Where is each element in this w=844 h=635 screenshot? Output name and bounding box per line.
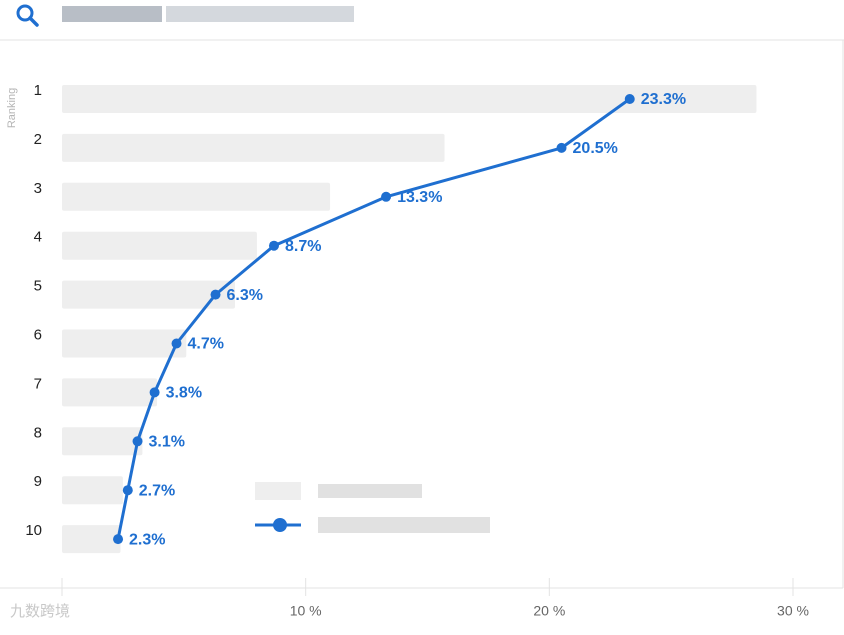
data-label: 3.1% xyxy=(149,434,185,451)
y-tick-label: 6 xyxy=(34,326,42,343)
y-tick-label: 4 xyxy=(34,229,42,246)
point xyxy=(113,534,124,545)
y-tick-label: 8 xyxy=(34,424,42,441)
x-tick-label: 20 % xyxy=(533,603,565,619)
point xyxy=(171,338,182,349)
bar xyxy=(62,427,143,456)
point xyxy=(132,436,143,447)
data-label: 20.5% xyxy=(573,140,618,157)
search-header[interactable] xyxy=(16,4,354,27)
bar xyxy=(62,378,158,407)
legend-swatch xyxy=(273,518,287,532)
y-tick-label: 10 xyxy=(25,522,42,539)
search-icon xyxy=(16,4,34,22)
bar xyxy=(62,85,757,113)
point xyxy=(210,289,221,300)
legend-swatch xyxy=(255,482,301,500)
line xyxy=(116,97,631,540)
y-tick-label: 2 xyxy=(34,131,42,148)
blurred-text xyxy=(318,484,422,498)
y-tick-label: 7 xyxy=(34,375,42,392)
blurred-text xyxy=(318,517,490,533)
point xyxy=(624,94,635,104)
data-label: 2.3% xyxy=(129,531,165,548)
y-tick-label: 1 xyxy=(34,82,42,99)
bar xyxy=(62,329,187,358)
point xyxy=(122,485,133,496)
legend xyxy=(255,482,490,533)
y-tick-label: 3 xyxy=(34,180,42,197)
bar xyxy=(62,280,236,309)
bar xyxy=(62,476,123,505)
data-label: 6.3% xyxy=(227,287,263,304)
bar xyxy=(62,525,121,554)
data-label: 8.7% xyxy=(285,238,321,255)
search-icon-handle xyxy=(28,16,39,27)
data-label: 13.3% xyxy=(397,189,442,206)
blurred-text xyxy=(166,6,354,22)
bar xyxy=(62,133,445,162)
point xyxy=(149,387,160,398)
data-label: 23.3% xyxy=(641,91,686,108)
point xyxy=(381,191,392,202)
data-label: 3.8% xyxy=(166,385,202,402)
y-axis-label: Ranking xyxy=(6,88,18,128)
x-tick-label: 10 % xyxy=(290,603,322,619)
bar xyxy=(62,231,257,260)
point xyxy=(268,240,279,251)
data-label: 2.7% xyxy=(139,482,175,499)
y-tick-label: 9 xyxy=(34,473,42,490)
data-label: 4.7% xyxy=(188,336,224,353)
blurred-text xyxy=(62,6,162,22)
y-tick-label: 5 xyxy=(34,278,42,295)
watermark: 九数跨境 xyxy=(10,602,70,620)
x-tick-label: 30 % xyxy=(777,603,809,619)
point xyxy=(556,142,567,153)
bar xyxy=(62,182,331,211)
